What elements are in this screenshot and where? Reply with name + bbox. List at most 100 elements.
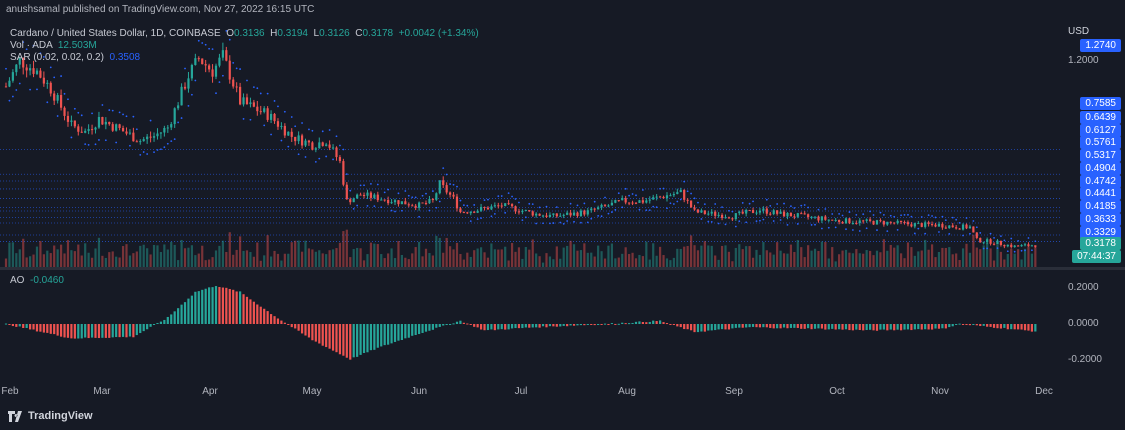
candle-body [738,211,741,214]
volume-bar [132,253,135,267]
tradingview-logo[interactable]: TradingView [8,410,93,422]
volume-bar [521,258,524,267]
candle-body [142,139,145,142]
sar-dot [889,214,892,217]
ao-bar [373,324,376,350]
candle-body [459,208,462,213]
sar-dot [380,206,383,209]
sar-dot [838,212,841,215]
sar-dot [421,194,424,197]
candle-body [42,77,45,84]
candle-body [73,120,76,127]
sar-dot [569,202,572,205]
volume-bar [507,260,510,267]
candle-body [648,199,651,201]
candle-body [328,144,331,148]
sar-dot [146,153,149,155]
ao-bar [266,311,269,324]
candle-body [820,216,824,221]
ao-bar [235,291,238,324]
volume-bar [125,244,128,267]
volume-bar [1020,259,1023,267]
sar-dot [576,204,579,207]
ao-chart[interactable] [0,270,1062,382]
volume-bar [46,250,49,267]
sar-dot [98,139,100,141]
sar-dot [951,216,954,219]
volume-bar [90,257,94,267]
volume-bar [972,234,975,267]
sar-dot [483,199,486,201]
volume-bar [1023,248,1027,267]
publish-info: anushsamal published on TradingView.com,… [6,4,315,15]
sar-dot [394,210,396,213]
ao-bar [545,324,548,328]
sar-dot [528,202,531,205]
candle-body [796,213,799,217]
ao-bar [97,324,101,339]
volume-bar [4,258,8,267]
candle-body [562,214,565,216]
volume-bar [996,239,999,267]
volume-bar [335,248,338,267]
candle-body [986,239,989,243]
month-label: Dec [1035,386,1053,397]
candle-body [552,213,555,215]
ao-axis[interactable]: 0.2000 0.0000 -0.2000 [1062,270,1125,382]
ao-bar [879,324,882,330]
sar-dot [690,192,692,195]
sar-dot [359,184,362,187]
level-tag: 0.5317 [1080,149,1121,162]
ao-bar [242,294,245,324]
volume-bar [535,253,538,267]
sar-dot [473,204,476,206]
volume-bar [331,249,335,267]
ao-bar [132,324,135,338]
candle-body [958,228,961,230]
ao-bar [999,324,1003,329]
ao-bar [218,287,221,324]
sar-dot [676,200,679,203]
sar-dot [87,143,90,146]
ao-bar [42,324,45,333]
sar-dot [865,227,868,230]
candle-body [676,192,679,195]
ao-pane[interactable]: AO -0.0460 [0,270,1062,382]
volume-bar [714,255,717,267]
sar-dot [958,221,961,224]
candle-body [724,217,727,219]
sar-dot [969,232,971,235]
volume-bar [793,252,796,267]
candle-body [686,199,689,201]
footer: TradingView [0,402,1125,430]
sar-dot [586,221,589,224]
volume-bar [827,258,830,267]
price-chart[interactable] [0,20,1062,267]
candle-body [748,210,751,212]
volume-bar [920,250,923,267]
sar-dot [407,194,410,197]
volume-bar [208,259,211,267]
ao-bar [955,324,958,325]
volume-bar [259,260,262,267]
sar-dot [765,198,768,201]
candle-body [769,213,772,215]
candle-body [331,147,335,149]
price-axis[interactable]: USD 1.2740 1.2000 0.7585 0.6439 0.6127 0… [1062,20,1125,267]
time-axis[interactable]: Feb Mar Apr May Jun Jul Aug Sep Oct Nov … [0,382,1125,402]
ao-bar [965,324,968,325]
candle-body [1030,245,1034,247]
price-pane[interactable]: Cardano / United States Dollar, 1D, COIN… [0,20,1062,267]
ao-bar [214,286,218,324]
pane-separator[interactable] [0,267,1125,270]
volume-bar [77,244,80,267]
candle-body [937,223,941,227]
candle-body [972,226,975,233]
sar-dot [882,213,885,216]
ao-bar [521,324,524,329]
ao-bar [421,324,424,333]
volume-bar [669,260,672,267]
ao-bar [383,324,386,346]
sar-dot [428,209,431,212]
volume-bar [424,248,428,267]
